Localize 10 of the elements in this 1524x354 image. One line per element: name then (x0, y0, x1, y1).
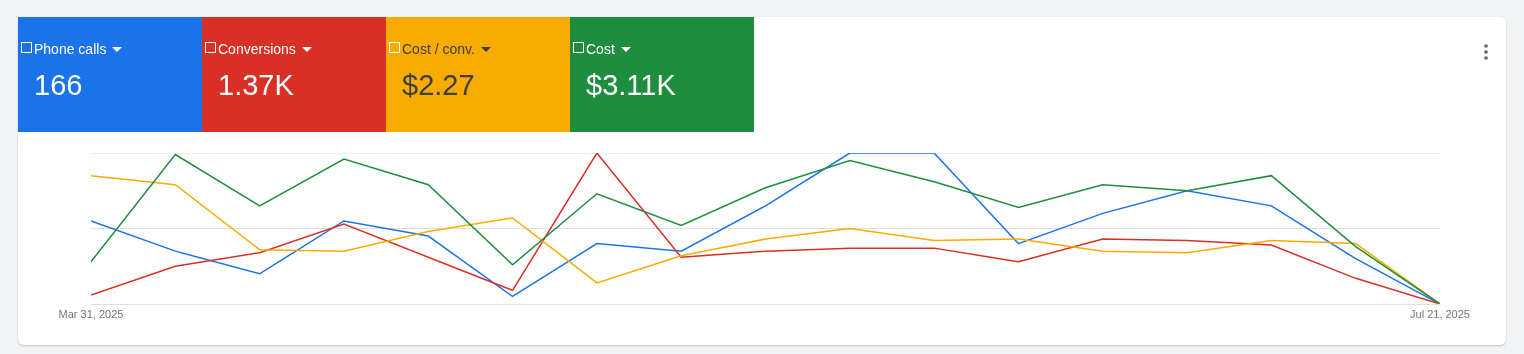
x-tick-label: Mar 31, 2025 (58, 308, 124, 321)
legend-label: Cost / conv. (402, 41, 475, 57)
legend-label: Cost (586, 41, 615, 57)
legend-label: Phone calls (34, 41, 107, 57)
text: $2.27 (402, 69, 475, 102)
text: 166 (34, 69, 83, 102)
text: 1.37K (218, 69, 294, 102)
legend-label: Conversions (218, 41, 296, 57)
x-tick-label: Jul 21, 2025 (1410, 308, 1470, 321)
text: $3.11K (586, 69, 676, 102)
